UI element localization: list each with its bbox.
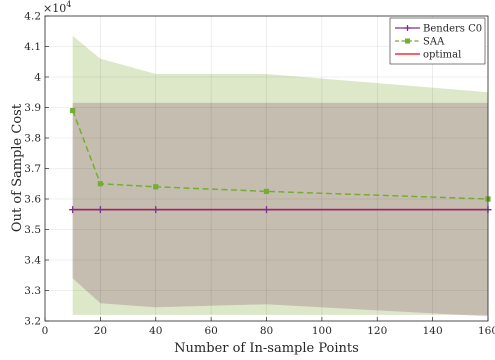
point-benders-c0-1 xyxy=(96,206,104,214)
y-tick-label-6: 3.8 xyxy=(24,133,41,145)
point-saa-2 xyxy=(153,184,159,190)
legend-item-saa: SAA xyxy=(395,37,445,48)
x-tick-label-8: 160 xyxy=(478,325,495,337)
x-tick-label-3: 60 xyxy=(204,325,217,337)
x-tick-label-2: 40 xyxy=(149,325,162,337)
y-tick-label-0: 3.2 xyxy=(24,316,41,328)
legend-item-benders: Benders C0 xyxy=(395,24,482,35)
point-saa-1 xyxy=(97,181,103,187)
x-tick-label-5: 100 xyxy=(312,325,332,337)
band-overlap-region xyxy=(72,102,488,315)
y-tick-label-3: 3.5 xyxy=(24,224,41,236)
y-tick-label-2: 3.4 xyxy=(24,255,41,267)
y-tick-label-10: 4.2 xyxy=(24,11,41,23)
y-tick-label-4: 3.6 xyxy=(24,194,41,206)
y-axis-ticks: 3.2 3.3 3.4 3.5 3.6 3.7 3.8 3.9 4 4.1 4.2 xyxy=(24,11,49,328)
x-axis-ticks: 0 20 40 60 80 100 120 140 160 xyxy=(42,317,495,337)
y-tick-label-7: 3.9 xyxy=(24,102,41,114)
legend-label-saa: SAA xyxy=(423,37,445,48)
point-saa-0 xyxy=(70,107,76,114)
legend-marker-benders xyxy=(404,25,411,31)
x-tick-label-6: 120 xyxy=(367,325,387,337)
x-tick-label-7: 140 xyxy=(423,325,443,337)
x-axis-title: Number of In-sample Points xyxy=(174,341,359,356)
y-tick-label-8: 4 xyxy=(34,72,41,84)
point-benders-c0-0 xyxy=(69,206,77,214)
point-benders-c0-3 xyxy=(263,206,270,214)
x-tick-label-0: 0 xyxy=(42,325,49,337)
x-tick-label-4: 80 xyxy=(260,325,273,337)
legend-item-optimal: optimal xyxy=(395,50,461,61)
y-tick-label-9: 4.1 xyxy=(24,41,41,53)
y-tick-label-1: 3.3 xyxy=(24,285,41,297)
point-benders-c0-2 xyxy=(152,206,160,214)
x-tick-label-1: 20 xyxy=(94,325,107,337)
confidence-bands xyxy=(72,35,488,317)
legend-label-optimal: optimal xyxy=(423,50,461,61)
legend-label-benders: Benders C0 xyxy=(423,24,482,35)
legend: Benders C0 SAA optimal xyxy=(389,17,486,65)
y-axis-title: Out of Sample Cost xyxy=(10,103,25,232)
legend-marker-saa xyxy=(405,38,410,44)
point-saa-3 xyxy=(263,188,270,194)
y-axis-exponent: ×104 xyxy=(43,0,71,15)
y-tick-label-5: 3.7 xyxy=(24,163,41,175)
